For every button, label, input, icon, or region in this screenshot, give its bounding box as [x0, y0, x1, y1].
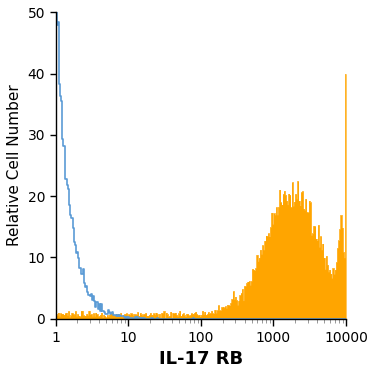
Y-axis label: Relative Cell Number: Relative Cell Number	[7, 85, 22, 246]
X-axis label: IL-17 RB: IL-17 RB	[159, 350, 243, 368]
